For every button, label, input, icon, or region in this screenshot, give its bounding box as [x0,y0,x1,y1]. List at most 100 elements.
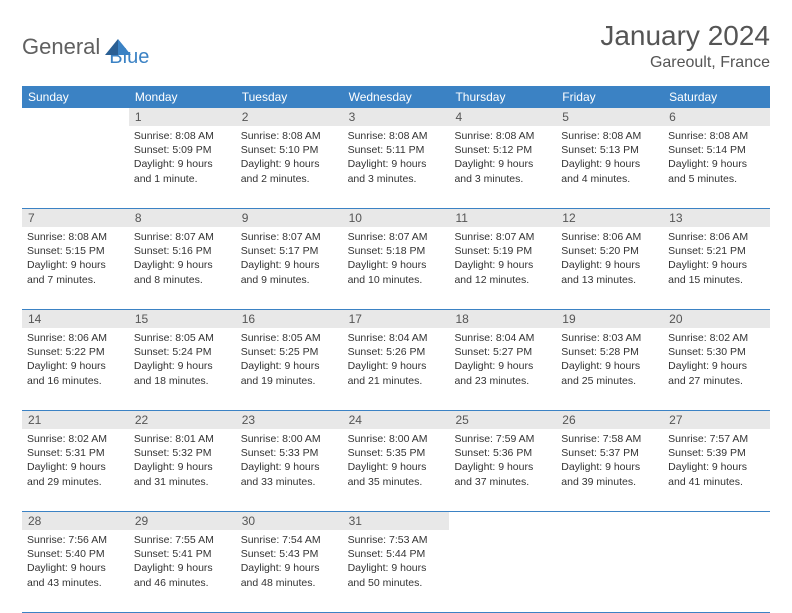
day-details: Sunrise: 7:53 AMSunset: 5:44 PMDaylight:… [348,533,445,590]
day-line: and 43 minutes. [27,576,124,590]
day-line: Sunset: 5:30 PM [668,345,765,359]
day-body: Sunrise: 8:05 AMSunset: 5:25 PMDaylight:… [236,328,343,410]
calendar-cell: 2Sunrise: 8:08 AMSunset: 5:10 PMDaylight… [236,108,343,208]
day-body: Sunrise: 7:53 AMSunset: 5:44 PMDaylight:… [343,530,450,612]
day-line: Sunset: 5:16 PM [134,244,231,258]
day-line: Sunrise: 8:03 AM [561,331,658,345]
day-number: 31 [343,512,450,530]
day-details: Sunrise: 7:59 AMSunset: 5:36 PMDaylight:… [454,432,551,489]
day-details: Sunrise: 8:08 AMSunset: 5:09 PMDaylight:… [134,129,231,186]
day-line: and 3 minutes. [348,172,445,186]
day-line: Daylight: 9 hours [27,460,124,474]
day-line: and 31 minutes. [134,475,231,489]
day-line: Sunrise: 8:05 AM [241,331,338,345]
day-line: Sunset: 5:40 PM [27,547,124,561]
logo-mark-icon [105,37,131,57]
day-line: Sunset: 5:26 PM [348,345,445,359]
day-line: Daylight: 9 hours [668,460,765,474]
day-line: Daylight: 9 hours [454,460,551,474]
day-body: Sunrise: 8:07 AMSunset: 5:16 PMDaylight:… [129,227,236,309]
day-line: Sunrise: 8:02 AM [27,432,124,446]
day-body: Sunrise: 8:02 AMSunset: 5:30 PMDaylight:… [663,328,770,410]
day-line: Sunrise: 8:02 AM [668,331,765,345]
day-line: Sunrise: 8:06 AM [668,230,765,244]
day-number: 1 [129,108,236,126]
day-line: and 4 minutes. [561,172,658,186]
day-body: Sunrise: 8:04 AMSunset: 5:26 PMDaylight:… [343,328,450,410]
day-line: Sunset: 5:35 PM [348,446,445,460]
day-details: Sunrise: 7:57 AMSunset: 5:39 PMDaylight:… [668,432,765,489]
day-line: Sunset: 5:28 PM [561,345,658,359]
day-line: Sunset: 5:39 PM [668,446,765,460]
day-number: 8 [129,209,236,227]
day-line: Daylight: 9 hours [134,561,231,575]
day-body: Sunrise: 7:59 AMSunset: 5:36 PMDaylight:… [449,429,556,511]
day-line: Daylight: 9 hours [134,460,231,474]
day-line: and 41 minutes. [668,475,765,489]
day-line: and 3 minutes. [454,172,551,186]
calendar-cell: 8Sunrise: 8:07 AMSunset: 5:16 PMDaylight… [129,209,236,309]
day-details: Sunrise: 8:08 AMSunset: 5:15 PMDaylight:… [27,230,124,287]
calendar-cell: 15Sunrise: 8:05 AMSunset: 5:24 PMDayligh… [129,310,236,410]
day-line: Daylight: 9 hours [134,258,231,272]
day-body: Sunrise: 8:07 AMSunset: 5:17 PMDaylight:… [236,227,343,309]
day-body: Sunrise: 8:08 AMSunset: 5:10 PMDaylight:… [236,126,343,208]
day-line: Sunrise: 7:56 AM [27,533,124,547]
day-line: Sunset: 5:12 PM [454,143,551,157]
day-number: 21 [22,411,129,429]
calendar-cell [556,512,663,612]
day-line: Sunrise: 7:57 AM [668,432,765,446]
calendar-cell: 20Sunrise: 8:02 AMSunset: 5:30 PMDayligh… [663,310,770,410]
day-line: Sunrise: 7:55 AM [134,533,231,547]
day-number: 7 [22,209,129,227]
day-line: Daylight: 9 hours [348,561,445,575]
weekday-header: Thursday [449,86,556,108]
day-line: and 12 minutes. [454,273,551,287]
day-line: and 18 minutes. [134,374,231,388]
day-number: 13 [663,209,770,227]
calendar-cell: 26Sunrise: 7:58 AMSunset: 5:37 PMDayligh… [556,411,663,511]
day-line: and 21 minutes. [348,374,445,388]
calendar: SundayMondayTuesdayWednesdayThursdayFrid… [22,86,770,613]
day-line: and 15 minutes. [668,273,765,287]
day-details: Sunrise: 8:06 AMSunset: 5:22 PMDaylight:… [27,331,124,388]
day-line: and 25 minutes. [561,374,658,388]
week-row: 21Sunrise: 8:02 AMSunset: 5:31 PMDayligh… [22,411,770,512]
day-details: Sunrise: 7:55 AMSunset: 5:41 PMDaylight:… [134,533,231,590]
day-line: and 7 minutes. [27,273,124,287]
day-number: 12 [556,209,663,227]
day-body: Sunrise: 8:08 AMSunset: 5:11 PMDaylight:… [343,126,450,208]
day-details: Sunrise: 7:54 AMSunset: 5:43 PMDaylight:… [241,533,338,590]
day-line: and 29 minutes. [27,475,124,489]
week-row: 28Sunrise: 7:56 AMSunset: 5:40 PMDayligh… [22,512,770,613]
day-number: 6 [663,108,770,126]
day-line: Sunrise: 8:04 AM [348,331,445,345]
day-line: Daylight: 9 hours [561,359,658,373]
calendar-cell: 16Sunrise: 8:05 AMSunset: 5:25 PMDayligh… [236,310,343,410]
day-line: Sunrise: 8:08 AM [668,129,765,143]
day-body: Sunrise: 8:06 AMSunset: 5:20 PMDaylight:… [556,227,663,309]
day-line: Daylight: 9 hours [241,258,338,272]
day-line: Daylight: 9 hours [134,157,231,171]
day-line: Sunset: 5:37 PM [561,446,658,460]
calendar-cell: 3Sunrise: 8:08 AMSunset: 5:11 PMDaylight… [343,108,450,208]
calendar-cell: 10Sunrise: 8:07 AMSunset: 5:18 PMDayligh… [343,209,450,309]
day-body: Sunrise: 8:04 AMSunset: 5:27 PMDaylight:… [449,328,556,410]
day-line: Sunset: 5:44 PM [348,547,445,561]
day-line: Sunrise: 8:07 AM [454,230,551,244]
calendar-cell: 14Sunrise: 8:06 AMSunset: 5:22 PMDayligh… [22,310,129,410]
day-line: and 13 minutes. [561,273,658,287]
day-line: Daylight: 9 hours [454,157,551,171]
calendar-cell: 24Sunrise: 8:00 AMSunset: 5:35 PMDayligh… [343,411,450,511]
day-line: Daylight: 9 hours [27,258,124,272]
day-line: Sunset: 5:10 PM [241,143,338,157]
day-line: Daylight: 9 hours [348,460,445,474]
calendar-cell: 28Sunrise: 7:56 AMSunset: 5:40 PMDayligh… [22,512,129,612]
calendar-cell: 23Sunrise: 8:00 AMSunset: 5:33 PMDayligh… [236,411,343,511]
calendar-cell [663,512,770,612]
weeks-container: 1 Sunrise: 8:08 AMSunset: 5:09 PMDaylight… [22,108,770,613]
logo: General Blue [22,24,149,69]
day-line: and 19 minutes. [241,374,338,388]
day-line: Sunset: 5:43 PM [241,547,338,561]
day-line: and 27 minutes. [668,374,765,388]
